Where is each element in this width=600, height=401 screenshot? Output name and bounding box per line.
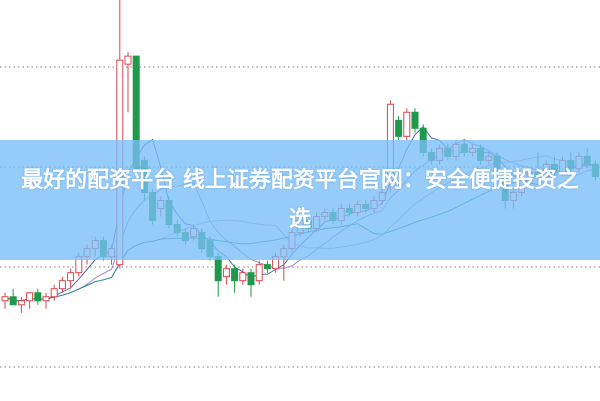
candle-down — [395, 119, 403, 137]
candle-up — [42, 296, 50, 302]
candle-up — [58, 280, 66, 290]
candle-up — [1, 296, 9, 302]
candle-up — [17, 300, 25, 306]
title-banner: 最好的配资平台 线上证券配资平台官网：安全便捷投资之选 — [0, 140, 600, 260]
candle-up — [403, 111, 411, 137]
candle-down — [231, 268, 239, 282]
banner-title: 最好的配资平台 线上证券配资平台官网：安全便捷投资之选 — [21, 168, 579, 232]
candle-down — [34, 292, 42, 302]
candle-up — [50, 288, 58, 298]
candle-up — [26, 292, 34, 302]
candle-down — [247, 272, 255, 286]
candle-up — [124, 55, 132, 65]
candle-down — [263, 264, 271, 270]
candle-up — [239, 272, 247, 282]
candle-up — [255, 264, 263, 282]
candle-up — [222, 268, 230, 278]
candle-down — [214, 256, 222, 282]
candle-down — [9, 296, 17, 306]
candle-down — [411, 111, 419, 129]
candle-up — [67, 272, 75, 282]
